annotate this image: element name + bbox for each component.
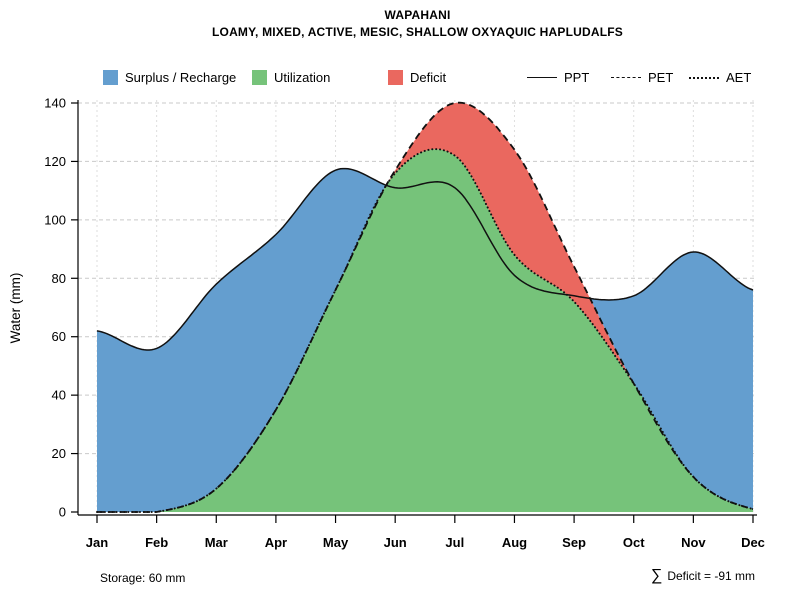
- x-tick-label: Mar: [205, 535, 228, 550]
- x-tick-label: Sep: [562, 535, 586, 550]
- solid-line-icon: [527, 77, 557, 78]
- legend-label-pet: PET: [648, 70, 674, 85]
- legend-item-ppt: PPT: [527, 69, 589, 86]
- legend-label-utilization: Utilization: [274, 70, 331, 85]
- x-tick-label: Jan: [86, 535, 108, 550]
- utilization-region: [97, 149, 753, 512]
- legend-label-ppt: PPT: [564, 70, 590, 85]
- surplus-region: [97, 168, 753, 512]
- x-tick-label: Oct: [623, 535, 645, 550]
- x-tick-label: Apr: [265, 535, 287, 550]
- legend-item-utilization: Utilization: [252, 69, 330, 86]
- chart-header: WAPAHANI LOAMY, MIXED, ACTIVE, MESIC, SH…: [80, 8, 755, 39]
- y-tick-label: 20: [52, 446, 66, 461]
- chart-subtitle: LOAMY, MIXED, ACTIVE, MESIC, SHALLOW OXY…: [212, 25, 623, 39]
- chart-title: WAPAHANI: [384, 8, 451, 22]
- sigma-symbol: ∑: [650, 567, 663, 584]
- y-tick-label: 0: [59, 505, 66, 520]
- x-tick-label: Feb: [145, 535, 168, 550]
- utilization-swatch-icon: [252, 70, 267, 85]
- dotted-line-icon: [689, 76, 719, 79]
- deficit-swatch-icon: [388, 70, 403, 85]
- y-tick-label: 80: [52, 271, 66, 286]
- x-tick-label: May: [323, 535, 349, 550]
- legend-label-aet: AET: [726, 70, 752, 85]
- surplus-swatch-icon: [103, 70, 118, 85]
- x-tick-label: Jul: [445, 535, 464, 550]
- x-tick-label: Dec: [741, 535, 765, 550]
- legend-item-deficit: Deficit: [388, 69, 446, 86]
- y-tick-label: 40: [52, 388, 66, 403]
- legend-label-surplus: Surplus / Recharge: [125, 70, 237, 85]
- y-tick-label: 100: [44, 212, 66, 227]
- x-tick-label: Jun: [384, 535, 407, 550]
- legend-item-aet: AET: [689, 69, 751, 86]
- dashed-line-icon: [611, 77, 641, 78]
- x-tick-label: Nov: [681, 535, 706, 550]
- y-tick-label: 140: [44, 96, 66, 111]
- aet-line: [96, 148, 754, 513]
- pet-line: [97, 101, 754, 513]
- y-axis-title: Water (mm): [8, 273, 23, 344]
- total-deficit-note: ∑ Deficit = -91 mm: [651, 567, 755, 585]
- legend-label-deficit: Deficit: [410, 70, 447, 85]
- y-tick-label: 120: [44, 154, 66, 169]
- x-tick-label: Aug: [502, 535, 527, 550]
- storage-note: Storage: 60 mm: [100, 571, 186, 585]
- legend-item-pet: PET: [611, 69, 673, 86]
- total-deficit-text: Deficit = -91 mm: [667, 569, 755, 583]
- ppt-line: [96, 167, 754, 351]
- legend-item-surplus: Surplus / Recharge: [103, 69, 236, 86]
- y-tick-label: 60: [52, 329, 66, 344]
